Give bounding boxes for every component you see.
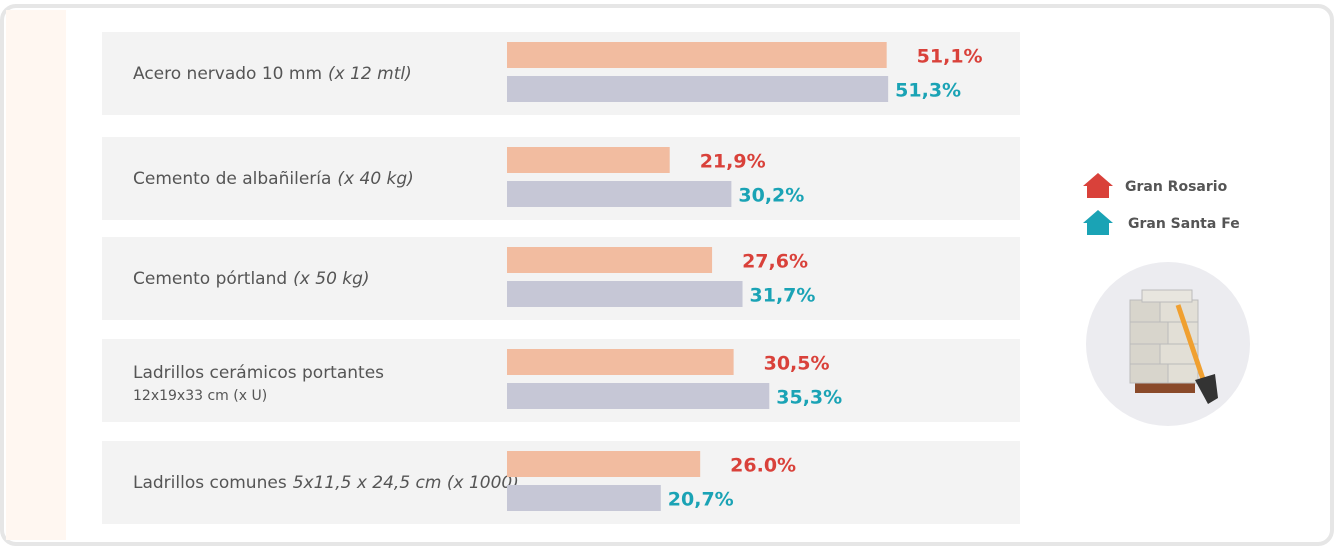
chart: Acero nervado 10 mm (x 12 mtl) 51,1% 51,3% C… xyxy=(0,0,1336,548)
bar xyxy=(507,349,734,375)
bar xyxy=(507,383,769,409)
value-label: 21,9% xyxy=(700,151,766,173)
value-label: 30,5% xyxy=(764,353,830,375)
value-label: 35,3% xyxy=(776,387,842,409)
bar xyxy=(507,281,743,307)
decor-stripe xyxy=(6,10,66,540)
category-label: Ladrillos cerámicos portantes xyxy=(133,363,384,383)
value-label: 27,6% xyxy=(742,251,808,273)
bar xyxy=(507,76,888,102)
value-label: 20,7% xyxy=(668,489,734,511)
legend-label: Gran Rosario xyxy=(1125,179,1228,195)
bar xyxy=(507,485,661,511)
category-sublabel: 12x19x33 cm (x U) xyxy=(133,388,267,404)
rows: Acero nervado 10 mm (x 12 mtl) 51,1% 51,3% C… xyxy=(102,32,1020,524)
value-label: 31,7% xyxy=(750,285,816,307)
value-label: 30,2% xyxy=(738,185,804,207)
value-label: 51,3% xyxy=(895,80,961,102)
bar xyxy=(507,147,670,173)
category-label: Acero nervado 10 mm xyxy=(133,64,322,84)
bar xyxy=(507,181,731,207)
legend-label: Gran Santa Fe xyxy=(1128,216,1240,232)
illustration xyxy=(1086,262,1250,426)
category-sublabel: (x 40 kg) xyxy=(337,169,413,189)
category-sublabel: (x 50 kg) xyxy=(293,269,369,289)
category-label: Cemento pórtland xyxy=(133,269,287,289)
value-label: 51,1% xyxy=(917,46,983,68)
bar xyxy=(507,451,700,477)
bar xyxy=(507,247,712,273)
value-label: 26.0% xyxy=(730,455,796,477)
bar xyxy=(507,42,887,68)
category-label: Cemento de albañilería xyxy=(133,169,331,189)
category-label: Ladrillos comunes xyxy=(133,473,287,493)
category-sublabel: (x 12 mtl) xyxy=(328,64,412,84)
category-sublabel: 5x11,5 x 24,5 cm (x 1000) xyxy=(293,473,519,493)
